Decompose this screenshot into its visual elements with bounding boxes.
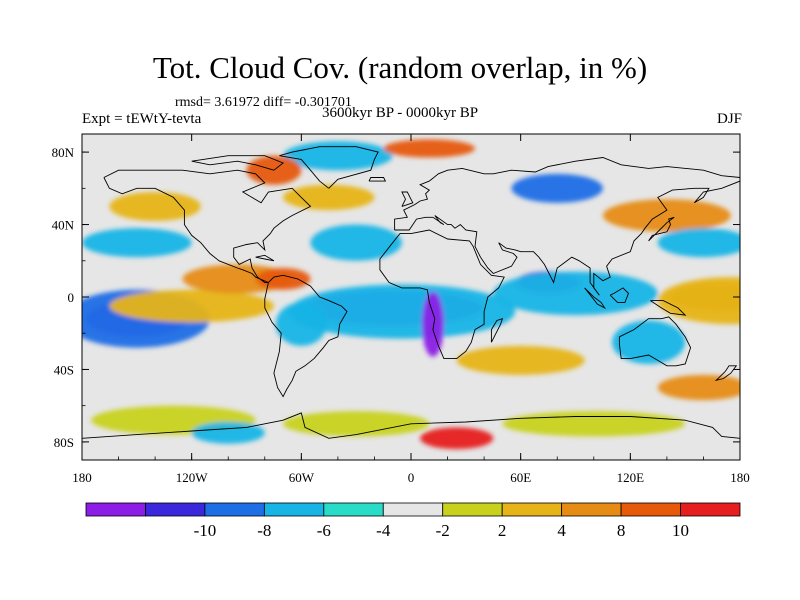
lon-tick-label: 0 (408, 470, 415, 485)
colorbar-swatch (561, 502, 622, 517)
coastline (618, 316, 692, 367)
anomaly-patch (255, 268, 311, 290)
lon-tick-label: 180 (72, 470, 92, 485)
coastline (650, 300, 687, 316)
anomaly-patch (421, 291, 444, 357)
coastline (401, 191, 414, 207)
anomaly-patch (383, 139, 475, 158)
anomaly-patch (612, 320, 686, 365)
colorbar-swatch (442, 502, 503, 517)
colorbar-label: 4 (557, 521, 566, 540)
anomaly-patch (420, 427, 494, 450)
anomaly-patch (283, 411, 430, 437)
colorbar-swatch (620, 502, 681, 517)
coastline (103, 169, 312, 283)
anomaly-patch (657, 228, 740, 258)
coastline (490, 317, 504, 343)
colorbar-swatch (204, 502, 265, 517)
anomaly-patch (310, 224, 402, 261)
coastline (368, 177, 387, 182)
rmsd-diff-stats: rmsd= 3.61972 diff= -0.301701 (175, 95, 352, 110)
colorbar-label: -8 (257, 521, 271, 540)
coastline (279, 146, 379, 189)
anomaly-patch (657, 374, 740, 401)
latitude-axis: 80N 40N 0 40S 80S (52, 145, 740, 450)
coastline (191, 155, 284, 171)
lon-tick-label: 120E (617, 470, 645, 485)
anomaly-patch (502, 411, 686, 437)
lat-tick-label: 80S (54, 435, 74, 450)
coastline (648, 216, 675, 242)
coastline (714, 365, 738, 382)
lat-tick-label: 80N (52, 145, 75, 160)
colorbar-swatch (145, 502, 206, 517)
lon-tick-label: 180 (730, 470, 750, 485)
colorbar-label: -2 (436, 521, 450, 540)
anomaly-patch (493, 271, 658, 316)
colorbar-swatch (323, 502, 384, 517)
colorbar-label: 2 (498, 521, 507, 540)
lat-tick-label: 40S (54, 362, 74, 377)
coastline (255, 254, 275, 262)
colorbar: -10 -8 -6 -4 -2 2 4 8 10 (85, 502, 741, 540)
colorbar-swatch (85, 502, 146, 517)
experiment-label: Expt = tEWtY-tevta (82, 111, 202, 127)
coastline (264, 274, 348, 398)
colorbar-label: 8 (617, 521, 626, 540)
coastline (394, 157, 740, 230)
coastline (584, 287, 606, 310)
anomaly-patch (82, 228, 192, 258)
coastline (82, 412, 740, 439)
anomaly-patch (191, 421, 265, 444)
lat-tick-label: 0 (68, 290, 75, 305)
anomaly-patch (246, 155, 302, 185)
map-area (81, 133, 741, 461)
colorbar-label: 10 (672, 521, 689, 540)
anomaly-patch (288, 284, 516, 339)
lon-tick-label: 120W (176, 470, 209, 485)
period-label: 3600kyr BP - 0000kyr BP (322, 105, 479, 121)
colorbar-swatch (382, 502, 444, 517)
anomaly-patch (109, 289, 274, 323)
colorbar-swatch (680, 502, 741, 517)
lon-tick-label: 60E (510, 470, 531, 485)
colorbar-swatch (263, 502, 325, 517)
anomaly-patch (275, 302, 327, 346)
colorbar-label: -4 (376, 521, 391, 540)
coastline (609, 287, 630, 303)
colorbar-swatch (501, 502, 563, 517)
anomaly-patch (109, 191, 201, 221)
anomaly-patch (511, 173, 603, 203)
coastline (379, 229, 505, 360)
plot-title: Tot. Cloud Cov. (random overlap, in %) (152, 50, 648, 85)
anomaly-patch (602, 199, 731, 232)
longitude-axis: 180 120W 60W 0 60E 120E 180 (72, 134, 750, 485)
colorbar-label: -10 (194, 521, 217, 540)
anomaly-patch (456, 345, 585, 375)
coastline (394, 180, 740, 296)
coastlines (82, 146, 740, 439)
lat-tick-label: 40N (52, 218, 75, 233)
anomaly-patch (283, 184, 375, 211)
season-label: DJF (716, 111, 742, 127)
anomaly-patch (657, 277, 740, 325)
lon-tick-label: 60W (289, 470, 315, 485)
colorbar-label: -6 (317, 521, 331, 540)
